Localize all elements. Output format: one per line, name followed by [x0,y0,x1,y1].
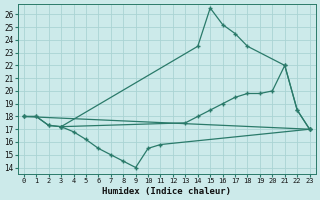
X-axis label: Humidex (Indice chaleur): Humidex (Indice chaleur) [102,187,231,196]
